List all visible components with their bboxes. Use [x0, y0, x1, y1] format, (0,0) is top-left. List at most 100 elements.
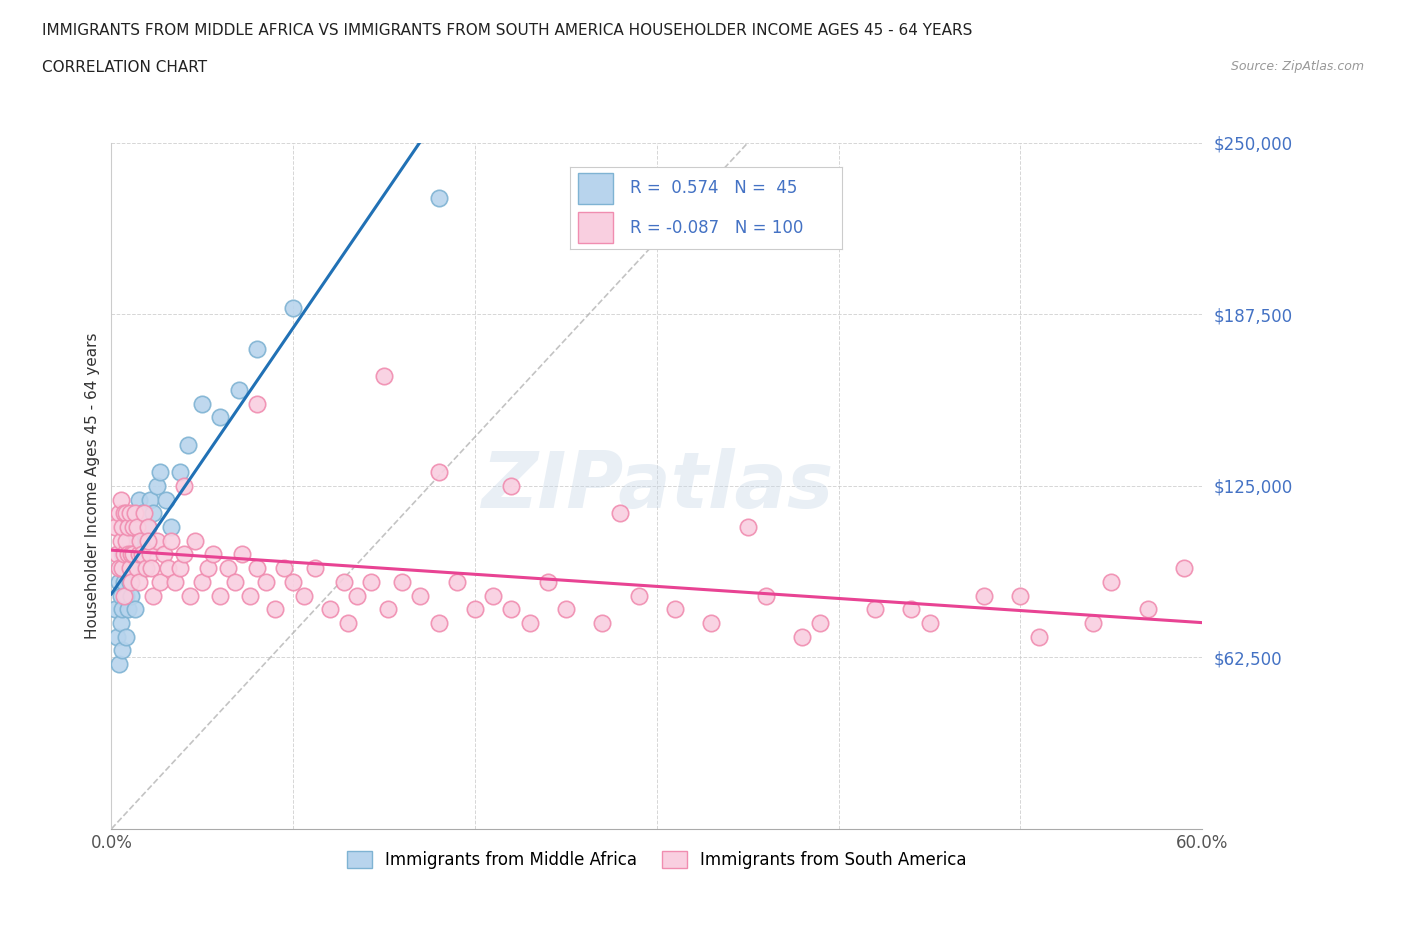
Point — [117, 602, 139, 617]
Point — [409, 588, 432, 603]
Text: CORRELATION CHART: CORRELATION CHART — [42, 60, 207, 75]
Point — [115, 506, 138, 521]
Point — [239, 588, 262, 603]
Point — [115, 588, 138, 603]
Point — [122, 520, 145, 535]
Point — [700, 616, 723, 631]
Point — [501, 478, 523, 493]
Point — [112, 588, 135, 603]
Point — [609, 506, 631, 521]
Point — [104, 520, 127, 535]
Point — [336, 616, 359, 631]
Point — [107, 575, 129, 590]
Point — [283, 575, 305, 590]
Point — [115, 533, 138, 548]
Point — [446, 575, 468, 590]
Point — [169, 465, 191, 480]
Point — [125, 520, 148, 535]
Point — [142, 506, 165, 521]
Point — [111, 520, 134, 535]
Point — [120, 575, 142, 590]
Point — [110, 561, 132, 576]
Point — [156, 561, 179, 576]
Point — [134, 561, 156, 576]
Point — [737, 520, 759, 535]
Point — [112, 547, 135, 562]
Point — [155, 492, 177, 507]
Point — [153, 547, 176, 562]
Point — [427, 191, 450, 206]
Point — [391, 575, 413, 590]
Point — [107, 506, 129, 521]
Point — [120, 547, 142, 562]
Point — [1173, 561, 1195, 576]
Point — [131, 506, 153, 521]
Text: ZIPatlas: ZIPatlas — [481, 448, 832, 524]
Point — [254, 575, 277, 590]
Point — [129, 547, 152, 562]
Point — [1099, 575, 1122, 590]
Point — [427, 616, 450, 631]
Point — [135, 533, 157, 548]
Point — [136, 520, 159, 535]
Point — [118, 506, 141, 521]
Point — [149, 465, 172, 480]
Point — [792, 630, 814, 644]
Point — [228, 382, 250, 397]
Point — [112, 575, 135, 590]
Point — [134, 506, 156, 521]
Point — [1028, 630, 1050, 644]
Point — [120, 520, 142, 535]
Point — [918, 616, 941, 631]
Point — [519, 616, 541, 631]
Point — [179, 588, 201, 603]
Point — [169, 561, 191, 576]
Point — [118, 575, 141, 590]
Point — [160, 533, 183, 548]
Point — [464, 602, 486, 617]
Point — [117, 520, 139, 535]
Point — [377, 602, 399, 617]
Point — [863, 602, 886, 617]
Point — [197, 561, 219, 576]
Point — [107, 657, 129, 671]
Point — [427, 465, 450, 480]
Point — [373, 368, 395, 383]
Point — [246, 341, 269, 356]
Point — [554, 602, 576, 617]
Point — [107, 561, 129, 576]
Point — [231, 547, 253, 562]
Point — [111, 602, 134, 617]
Point — [104, 602, 127, 617]
Text: Source: ZipAtlas.com: Source: ZipAtlas.com — [1230, 60, 1364, 73]
Point — [141, 561, 163, 576]
Point — [105, 630, 128, 644]
Point — [117, 547, 139, 562]
Point — [120, 588, 142, 603]
Point — [160, 520, 183, 535]
Point — [333, 575, 356, 590]
Point — [118, 561, 141, 576]
Legend: Immigrants from Middle Africa, Immigrants from South America: Immigrants from Middle Africa, Immigrant… — [340, 844, 973, 875]
Point — [501, 602, 523, 617]
Point — [209, 410, 232, 425]
Point — [110, 588, 132, 603]
Y-axis label: Householder Income Ages 45 - 64 years: Householder Income Ages 45 - 64 years — [86, 333, 100, 639]
Point — [110, 533, 132, 548]
Text: IMMIGRANTS FROM MIDDLE AFRICA VS IMMIGRANTS FROM SOUTH AMERICA HOUSEHOLDER INCOM: IMMIGRANTS FROM MIDDLE AFRICA VS IMMIGRA… — [42, 23, 973, 38]
Point — [112, 520, 135, 535]
Point — [128, 492, 150, 507]
Point — [664, 602, 686, 617]
Point — [264, 602, 287, 617]
Point — [135, 561, 157, 576]
Point — [110, 616, 132, 631]
Point — [246, 396, 269, 411]
Point — [129, 533, 152, 548]
Point — [128, 547, 150, 562]
Point — [482, 588, 505, 603]
Point — [1081, 616, 1104, 631]
Point — [146, 478, 169, 493]
Point — [537, 575, 560, 590]
Point — [111, 561, 134, 576]
Point — [125, 520, 148, 535]
